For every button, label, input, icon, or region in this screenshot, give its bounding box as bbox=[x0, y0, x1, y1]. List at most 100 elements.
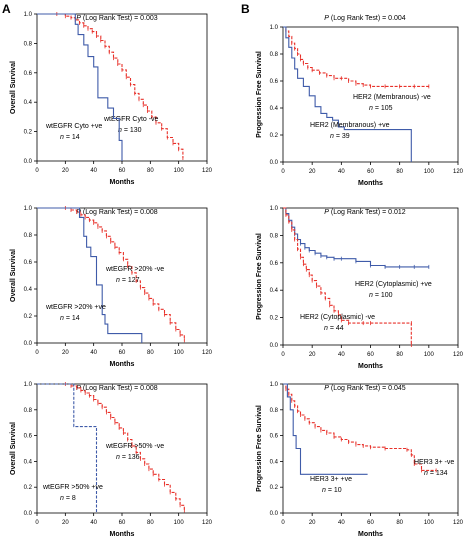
y-tick-label: 0.4 bbox=[270, 459, 279, 465]
y-tick-label: 0.2 bbox=[24, 314, 33, 320]
km-chart-2: 0 20 40 60 80 100 120 0.0 0.2 0.4 0.6 0.8 1.0 Months P… bbox=[256, 15, 464, 187]
x-tick-label: 120 bbox=[453, 169, 464, 175]
log-rank-test-label: P (Log Rank Test) = 0.003 bbox=[76, 15, 158, 22]
series-n-label: n = 39 bbox=[330, 133, 350, 140]
panel-letter-a: A bbox=[2, 2, 11, 16]
y-tick-label: 0.8 bbox=[270, 233, 279, 239]
series-label: HER3 3+ -ve bbox=[414, 459, 454, 466]
x-tick-label: 100 bbox=[174, 350, 185, 356]
x-tick-label: 20 bbox=[62, 168, 69, 174]
y-tick-label: 0.0 bbox=[270, 343, 279, 349]
x-tick-label: 120 bbox=[202, 520, 213, 526]
series-n-label: n = 10 bbox=[322, 487, 342, 494]
y-tick-label: 0.2 bbox=[270, 316, 279, 322]
x-tick-label: 120 bbox=[202, 168, 213, 174]
km-chart-3: 0 20 40 60 80 100 120 0.0 0.2 0.4 0.6 0.8 1.0 Months O… bbox=[10, 206, 213, 368]
x-axis-label: Months bbox=[110, 179, 135, 186]
series-label: wtEGFR >50% -ve bbox=[105, 443, 164, 450]
x-tick-label: 20 bbox=[309, 352, 316, 358]
y-axis-label: Progression Free Survival bbox=[256, 233, 263, 320]
km-chart-1: 0 20 40 60 80 100 120 0.0 0.2 0.4 0.6 0.8 1.0 Months O… bbox=[10, 12, 213, 186]
y-tick-label: 0.8 bbox=[24, 408, 33, 414]
survival-curve-blue bbox=[37, 13, 123, 161]
y-tick-label: 0.6 bbox=[270, 261, 279, 267]
x-axis-label: Months bbox=[358, 363, 383, 370]
survival-curve-blue bbox=[283, 207, 429, 268]
x-tick-label: 100 bbox=[424, 352, 435, 358]
y-tick-label: 0.6 bbox=[24, 260, 33, 266]
x-tick-label: 80 bbox=[147, 168, 154, 174]
y-axis-label: Overall Survival bbox=[10, 422, 17, 475]
x-tick-label: 20 bbox=[309, 169, 316, 175]
y-tick-label: 0.2 bbox=[24, 130, 33, 136]
survival-curve-red bbox=[37, 13, 184, 159]
x-axis-label: Months bbox=[358, 531, 383, 538]
x-tick-label: 0 bbox=[35, 520, 39, 526]
y-tick-label: 0.0 bbox=[270, 160, 279, 166]
y-tick-label: 0.4 bbox=[270, 106, 279, 112]
series-n-label: n = 14 bbox=[60, 315, 80, 322]
y-tick-label: 0.0 bbox=[24, 159, 33, 165]
x-tick-label: 0 bbox=[35, 350, 39, 356]
y-tick-label: 0.6 bbox=[24, 71, 33, 77]
x-tick-label: 0 bbox=[281, 352, 285, 358]
y-tick-label: 1.0 bbox=[24, 12, 33, 18]
x-tick-label: 80 bbox=[147, 350, 154, 356]
y-tick-label: 0.4 bbox=[24, 459, 33, 465]
plot-frame bbox=[36, 207, 208, 344]
log-rank-test-label: P (Log Rank Test) = 0.012 bbox=[324, 209, 406, 216]
survival-curve-red bbox=[283, 207, 412, 345]
y-tick-label: 0.8 bbox=[24, 41, 33, 47]
x-tick-label: 60 bbox=[367, 520, 374, 526]
series-label: wtEGFR Cyto -ve bbox=[103, 116, 159, 123]
x-tick-label: 60 bbox=[119, 350, 126, 356]
y-tick-label: 1.0 bbox=[270, 25, 279, 31]
series-label: HER3 3+ +ve bbox=[310, 476, 352, 483]
x-tick-label: 40 bbox=[338, 520, 345, 526]
series-label: wtEGFR >50% +ve bbox=[42, 484, 103, 491]
series-label: wtEGFR Cyto +ve bbox=[45, 123, 102, 130]
series-n-label: n = 130 bbox=[118, 127, 142, 134]
x-tick-label: 60 bbox=[367, 169, 374, 175]
survival-curve-blue bbox=[283, 26, 412, 162]
x-tick-label: 100 bbox=[174, 168, 185, 174]
y-axis-label: Overall Survival bbox=[10, 249, 17, 302]
series-label: HER2 (Membranous) -ve bbox=[353, 94, 431, 101]
series-n-label: n = 44 bbox=[324, 325, 344, 332]
y-tick-label: 0.6 bbox=[270, 434, 279, 440]
survival-curve-red bbox=[283, 26, 429, 87]
km-chart-5: 0 20 40 60 80 100 120 0.0 0.2 0.4 0.6 0.8 1.0 Months O… bbox=[10, 382, 213, 538]
y-axis-label: Progression Free Survival bbox=[256, 51, 263, 138]
series-label: HER2 (Cytoplasmic) +ve bbox=[355, 281, 432, 288]
km-chart-6: 0 20 40 60 80 100 120 0.0 0.2 0.4 0.6 0.8 1.0 Months P… bbox=[256, 382, 464, 538]
survival-curve-blue bbox=[37, 383, 98, 513]
series-n-label: n = 100 bbox=[369, 292, 393, 299]
y-tick-label: 0.2 bbox=[24, 485, 33, 491]
x-tick-label: 40 bbox=[90, 168, 97, 174]
x-axis-label: Months bbox=[110, 361, 135, 368]
x-tick-label: 0 bbox=[281, 520, 285, 526]
x-axis-label: Months bbox=[110, 531, 135, 538]
survival-curve-red bbox=[283, 383, 437, 471]
y-tick-label: 0.8 bbox=[270, 52, 279, 58]
y-tick-label: 1.0 bbox=[24, 382, 33, 388]
series-label: HER2 (Membranous) +ve bbox=[310, 122, 390, 129]
x-tick-label: 100 bbox=[174, 520, 185, 526]
x-tick-label: 40 bbox=[90, 520, 97, 526]
y-axis-label: Overall Survival bbox=[10, 61, 17, 114]
log-rank-test-label: P (Log Rank Test) = 0.008 bbox=[76, 209, 158, 216]
x-tick-label: 20 bbox=[62, 350, 69, 356]
y-tick-label: 0.6 bbox=[270, 79, 279, 85]
y-tick-label: 0.2 bbox=[270, 133, 279, 139]
log-rank-test-label: P (Log Rank Test) = 0.004 bbox=[324, 15, 406, 22]
series-n-label: n = 14 bbox=[60, 134, 80, 141]
series-n-label: n = 8 bbox=[60, 495, 76, 502]
x-tick-label: 0 bbox=[35, 168, 39, 174]
y-tick-label: 0.2 bbox=[270, 485, 279, 491]
survival-curve-blue bbox=[283, 383, 368, 475]
y-tick-label: 0.0 bbox=[270, 511, 279, 517]
y-tick-label: 1.0 bbox=[270, 382, 279, 388]
series-label: HER2 (Cytoplasmic) -ve bbox=[300, 314, 375, 321]
